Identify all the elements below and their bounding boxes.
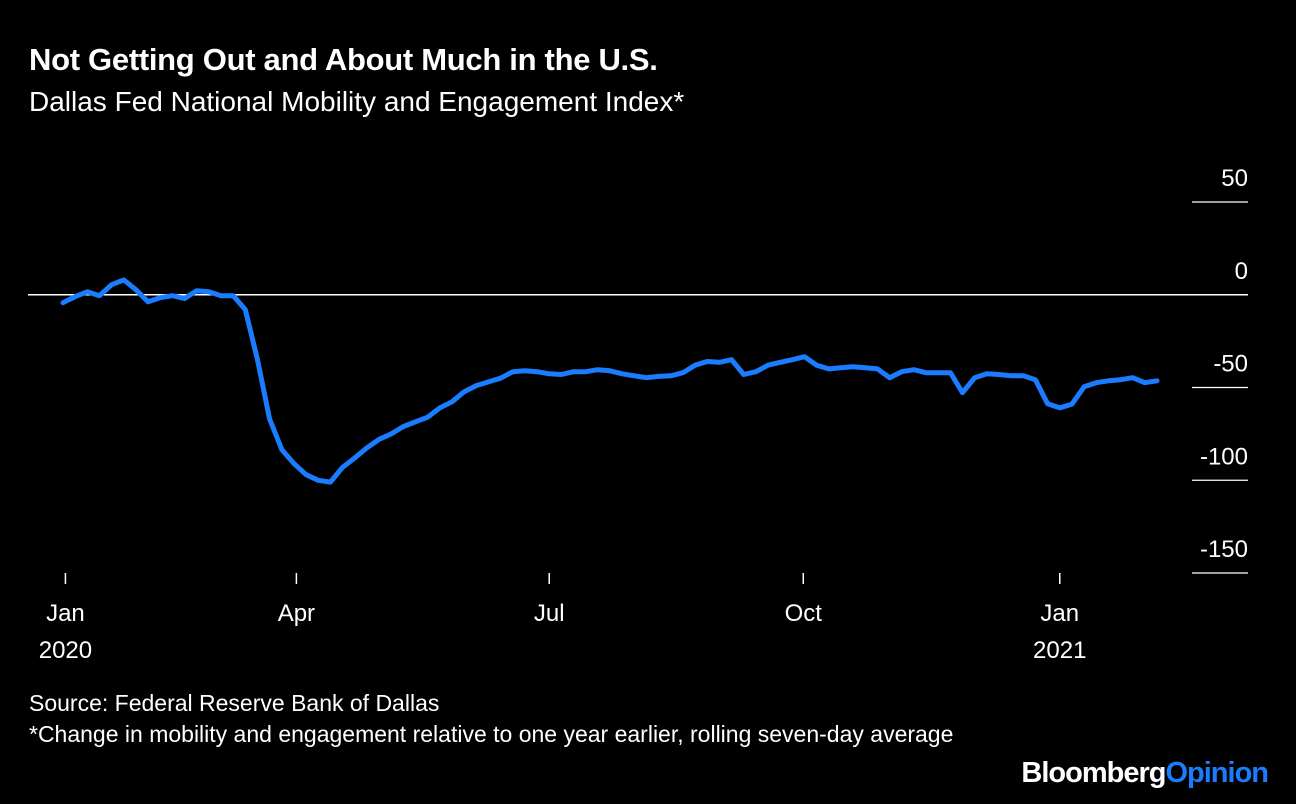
- chart-subtitle: Dallas Fed National Mobility and Engagem…: [29, 86, 685, 117]
- x-tick-year: 2020: [39, 637, 92, 664]
- y-tick-label: 0: [1235, 258, 1248, 285]
- brand-section: Opinion: [1165, 757, 1269, 789]
- data-line: [60, 277, 1160, 485]
- chart-title: Not Getting Out and About Much in the U.…: [29, 42, 658, 77]
- y-tick-label: -150: [1200, 536, 1248, 563]
- y-tick-label: -100: [1200, 443, 1248, 470]
- source: Source: Federal Reserve Bank of Dallas: [29, 690, 440, 716]
- x-tick-label: Oct: [785, 600, 823, 627]
- y-tick-label: -50: [1213, 351, 1248, 378]
- x-tick-year: 2021: [1033, 637, 1086, 664]
- x-tick-label: Jul: [534, 600, 565, 627]
- y-tick-label: 50: [1221, 165, 1248, 192]
- footnote: *Change in mobility and engagement relat…: [29, 721, 954, 747]
- x-tick-label: Jan: [46, 600, 85, 627]
- x-tick-label: Jan: [1040, 600, 1079, 627]
- x-tick-label: Apr: [278, 600, 315, 627]
- brand: BloombergOpinion: [1021, 757, 1269, 790]
- brand-name: Bloomberg: [1021, 757, 1166, 789]
